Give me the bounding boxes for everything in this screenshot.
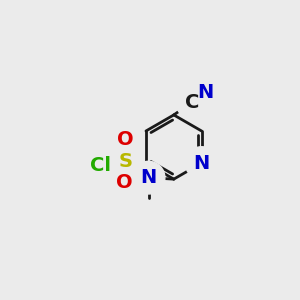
- Text: O: O: [116, 173, 132, 192]
- Text: Cl: Cl: [91, 156, 112, 175]
- Circle shape: [107, 166, 140, 199]
- Circle shape: [132, 161, 165, 194]
- Circle shape: [85, 149, 117, 182]
- Text: N: N: [197, 83, 214, 102]
- Circle shape: [176, 86, 208, 118]
- Text: O: O: [117, 130, 134, 149]
- Text: S: S: [118, 152, 132, 171]
- Circle shape: [189, 76, 222, 109]
- Text: N: N: [194, 154, 210, 172]
- Text: N: N: [140, 168, 157, 187]
- Circle shape: [185, 147, 218, 179]
- Circle shape: [109, 124, 142, 156]
- Text: C: C: [185, 93, 199, 112]
- Circle shape: [109, 145, 142, 178]
